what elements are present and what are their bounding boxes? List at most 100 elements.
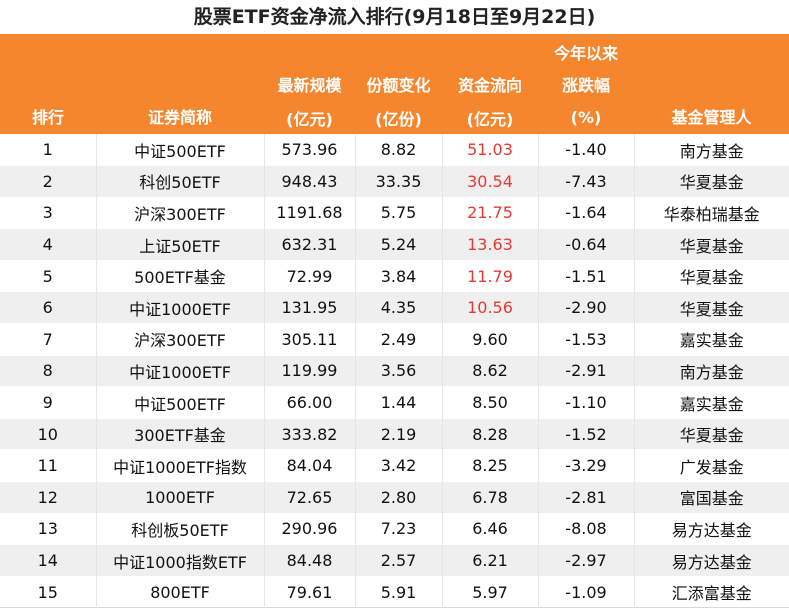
cell-rank: 7: [0, 323, 97, 356]
header-ytd-unit: (%): [538, 102, 634, 134]
header-flow-top: 资金流向: [457, 76, 522, 95]
cell-manager: 华夏基金: [634, 165, 789, 198]
header-rank-label: 排行: [31, 107, 64, 127]
cell-flow: 6.21: [442, 544, 539, 577]
cell-rank: 8: [0, 354, 97, 387]
cell-share: 3.56: [355, 354, 443, 387]
cell-name: 中证1000ETF: [96, 291, 265, 324]
cell-name: 800ETF: [96, 575, 265, 608]
table-row: 15 800ETF 79.61 5.91 5.97 -1.09 汇添富基金: [0, 575, 789, 608]
cell-flow: 8.62: [442, 354, 539, 387]
cell-rank: 1: [0, 133, 97, 166]
table-row: 3 沪深300ETF 1191.68 5.75 21.75 -1.64 华泰柏瑞基金: [0, 196, 789, 229]
cell-ytd: -1.10: [538, 386, 635, 419]
cell-share: 2.49: [355, 323, 443, 356]
cell-share: 2.19: [355, 417, 443, 450]
cell-scale: 305.11: [264, 323, 356, 356]
cell-name: 中证1000ETF: [96, 354, 265, 387]
cell-ytd: -0.64: [538, 228, 635, 261]
cell-manager: 南方基金: [634, 354, 789, 387]
cell-share: 7.23: [355, 512, 443, 545]
cell-scale: 573.96: [264, 133, 356, 166]
table-row: 9 中证500ETF 66.00 1.44 8.50 -1.10 嘉实基金: [0, 386, 789, 419]
table-row: 12 1000ETF 72.65 2.80 6.78 -2.81 富国基金: [0, 481, 789, 514]
cell-flow: 51.03: [442, 133, 539, 166]
cell-rank: 13: [0, 512, 97, 545]
cell-name: 500ETF基金: [96, 259, 265, 292]
cell-ytd: -1.40: [538, 133, 635, 166]
cell-ytd: -2.81: [538, 481, 635, 514]
cell-name: 沪深300ETF: [96, 196, 265, 229]
cell-share: 2.80: [355, 481, 443, 514]
cell-rank: 11: [0, 449, 97, 482]
cell-ytd: -7.43: [538, 165, 635, 198]
header-manager-label: 基金管理人: [671, 107, 752, 127]
header-scale-top: 最新规模: [277, 76, 342, 95]
cell-flow: 13.63: [442, 228, 539, 261]
header-name: 证券简称: [96, 34, 264, 134]
table-row: 8 中证1000ETF 119.99 3.56 8.62 -2.91 南方基金: [0, 354, 789, 387]
cell-scale: 632.31: [264, 228, 356, 261]
cell-share: 1.44: [355, 386, 443, 419]
cell-share: 5.91: [355, 575, 443, 608]
cell-name: 科创50ETF: [96, 165, 265, 198]
header-name-label: 证券简称: [147, 107, 212, 127]
etf-inflow-table: 排行 证券简称 最新规模 份额变化 资金流向 今年以来 涨跌幅: [0, 34, 789, 608]
cell-flow: 5.97: [442, 575, 539, 608]
cell-share: 2.57: [355, 544, 443, 577]
cell-manager: 易方达基金: [634, 512, 789, 545]
table-row: 10 300ETF基金 333.82 2.19 8.28 -1.52 华夏基金: [0, 417, 789, 450]
cell-ytd: -2.97: [538, 544, 635, 577]
cell-ytd: -8.08: [538, 512, 635, 545]
cell-ytd: -2.91: [538, 354, 635, 387]
cell-rank: 3: [0, 196, 97, 229]
header-flow: 资金流向: [442, 34, 538, 102]
table-row: 11 中证1000ETF指数 84.04 3.42 8.25 -3.29 广发基金: [0, 449, 789, 482]
header-ytd-top2: 涨跌幅: [561, 76, 610, 95]
cell-manager: 易方达基金: [634, 544, 789, 577]
cell-ytd: -2.90: [538, 291, 635, 324]
cell-rank: 6: [0, 291, 97, 324]
cell-rank: 10: [0, 417, 97, 450]
cell-name: 300ETF基金: [96, 417, 265, 450]
cell-scale: 72.99: [264, 259, 356, 292]
header-rank: 排行: [0, 34, 96, 134]
cell-name: 中证500ETF: [96, 386, 265, 419]
table-header: 排行 证券简称 最新规模 份额变化 资金流向 今年以来 涨跌幅: [0, 34, 789, 134]
table-row: 7 沪深300ETF 305.11 2.49 9.60 -1.53 嘉实基金: [0, 323, 789, 356]
cell-scale: 333.82: [264, 417, 356, 450]
cell-flow: 21.75: [442, 196, 539, 229]
cell-ytd: -1.51: [538, 259, 635, 292]
cell-scale: 84.04: [264, 449, 356, 482]
cell-rank: 4: [0, 228, 97, 261]
cell-flow: 6.78: [442, 481, 539, 514]
cell-rank: 9: [0, 386, 97, 419]
cell-manager: 嘉实基金: [634, 323, 789, 356]
table-row: 2 科创50ETF 948.43 33.35 30.54 -7.43 华夏基金: [0, 165, 789, 198]
cell-scale: 84.48: [264, 544, 356, 577]
cell-flow: 11.79: [442, 259, 539, 292]
header-ytd-top1: 今年以来: [553, 44, 618, 63]
cell-manager: 汇添富基金: [634, 575, 789, 608]
cell-ytd: -1.53: [538, 323, 635, 356]
cell-share: 3.42: [355, 449, 443, 482]
cell-name: 中证1000ETF指数: [96, 449, 265, 482]
cell-manager: 华泰柏瑞基金: [634, 196, 789, 229]
cell-scale: 1191.68: [264, 196, 356, 229]
cell-ytd: -1.52: [538, 417, 635, 450]
cell-scale: 290.96: [264, 512, 356, 545]
cell-name: 上证50ETF: [96, 228, 265, 261]
cell-flow: 9.60: [442, 323, 539, 356]
header-share-top: 份额变化: [366, 76, 431, 95]
table-row: 1 中证500ETF 573.96 8.82 51.03 -1.40 南方基金: [0, 133, 789, 166]
cell-flow: 8.28: [442, 417, 539, 450]
cell-name: 科创板50ETF: [96, 512, 265, 545]
cell-manager: 南方基金: [634, 133, 789, 166]
cell-share: 5.24: [355, 228, 443, 261]
cell-manager: 嘉实基金: [634, 386, 789, 419]
header-flow-unit: (亿元): [442, 102, 538, 134]
table-body: 1 中证500ETF 573.96 8.82 51.03 -1.40 南方基金 2 科创50ET…: [0, 133, 789, 608]
cell-name: 1000ETF: [96, 481, 265, 514]
cell-rank: 5: [0, 259, 97, 292]
